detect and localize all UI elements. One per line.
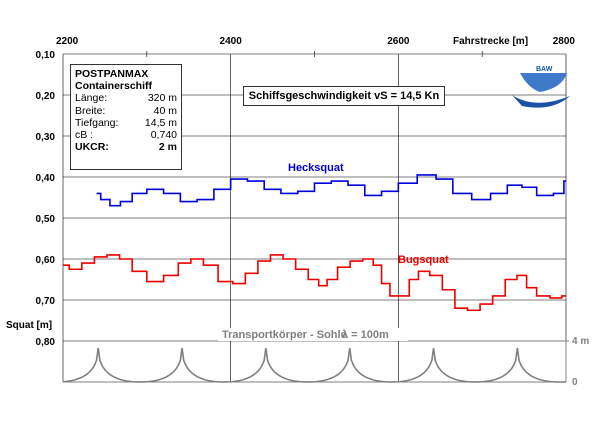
heck-label: Hecksquat (288, 162, 344, 174)
y-tick-labels: 0,10 0,20 0,30 0,40 0,50 0,60 0,70 0,80 (36, 50, 56, 348)
right-axis-top-label: 4 m (572, 336, 589, 347)
info-value: 2 m (158, 141, 177, 154)
baw-logo: BAW (512, 66, 570, 108)
info-label: Breite: (75, 104, 106, 117)
series-hecksquat (96, 174, 566, 207)
info-row-cb: cB : 0,740 (75, 129, 177, 141)
logo-text: BAW (536, 66, 553, 73)
info-value: 320 m (147, 92, 177, 105)
sohle-label: Transportkörper - Sohle (222, 329, 347, 341)
speed-box: Schiffsgeschwindigkeit vS = 14,5 Kn (243, 86, 445, 106)
ship-info-box: POSTPANMAX Containerschiff Länge: 320 m … (70, 64, 182, 170)
info-label: Tiefgang: (75, 116, 119, 129)
ship-type: POSTPANMAX (75, 68, 149, 80)
series-lines (63, 174, 566, 312)
y-axis-label: Squat [m] (6, 320, 52, 331)
info-label: cB : (75, 129, 94, 142)
info-row-laenge: Länge: 320 m (75, 92, 177, 104)
sohle-line (62, 347, 566, 383)
y-tick-label: 0,40 (36, 173, 56, 184)
sohle-profile (62, 347, 566, 383)
speed-label: Schiffsgeschwindigkeit vS = 14,5 Kn (248, 90, 440, 102)
info-value: 14,5 m (144, 116, 177, 129)
sohle-label-bg (218, 328, 408, 341)
x-axis-label: Fahrstrecke [m] (453, 36, 528, 47)
info-label: Länge: (75, 92, 108, 105)
y-tick-label: 0,70 (36, 296, 56, 307)
info-label: UKCR: (75, 141, 109, 154)
x-tick-label: 2800 (553, 36, 576, 47)
y-tick-label: 0,60 (36, 255, 56, 266)
info-row-breite: Breite: 40 m (75, 105, 177, 117)
y-tick-label: 0,80 (36, 337, 56, 348)
bug-label: Bugsquat (398, 254, 449, 266)
y-tick-label: 0,20 (36, 91, 56, 102)
series-bugsquat (63, 254, 566, 312)
lambda-label: λ = 100m (342, 329, 389, 341)
y-tick-label: 0,10 (36, 50, 56, 61)
x-tick-label: 2600 (387, 36, 410, 47)
info-value: 40 m (153, 104, 177, 117)
right-axis-bottom-label: 0 (572, 377, 578, 388)
ship-kind: Containerschiff (75, 80, 153, 93)
y-tick-label: 0,30 (36, 132, 56, 143)
x-tick-label: 2200 (56, 36, 79, 47)
info-row-ukc: UKCR: 2 m (75, 141, 177, 153)
info-value: 0,740 (150, 129, 177, 142)
info-row-tiefgang: Tiefgang: 14,5 m (75, 117, 177, 129)
x-tick-labels: 2200 2400 2600 2800 (56, 36, 575, 47)
y-tick-label: 0,50 (36, 214, 56, 225)
x-tick-label: 2400 (220, 36, 243, 47)
